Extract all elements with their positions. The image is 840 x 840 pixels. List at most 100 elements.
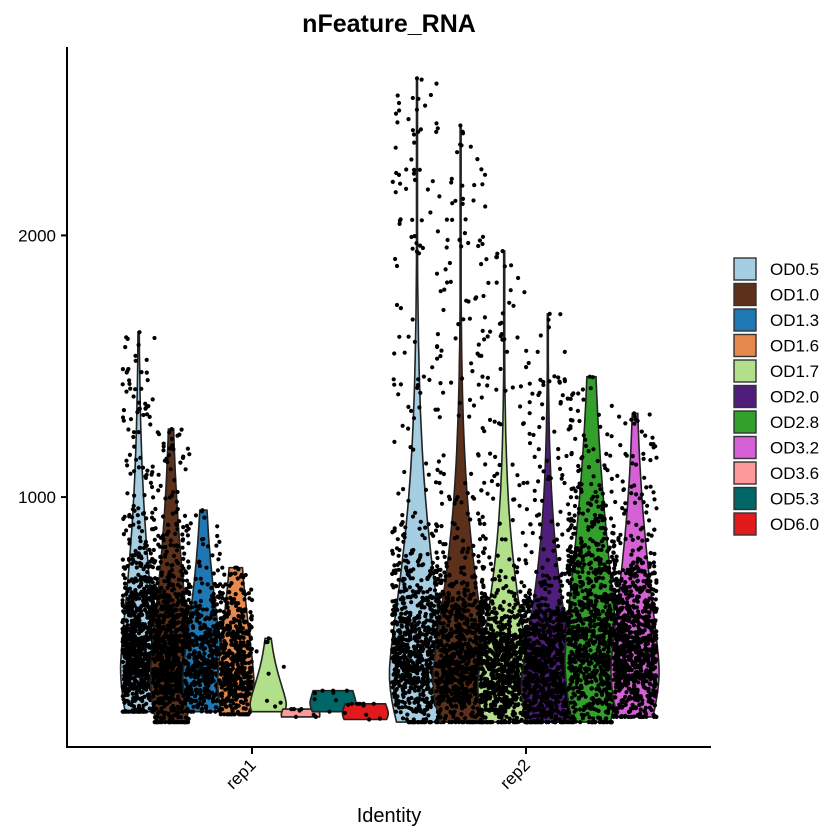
data-point	[134, 694, 139, 699]
data-point	[445, 596, 451, 601]
data-point	[419, 639, 424, 644]
data-point	[400, 423, 405, 428]
data-point	[424, 658, 429, 663]
data-point	[412, 167, 417, 172]
data-point	[175, 582, 181, 588]
data-point	[447, 260, 452, 266]
data-point	[440, 658, 446, 663]
data-point	[480, 514, 485, 520]
data-point	[127, 378, 132, 383]
data-point	[196, 560, 201, 565]
data-point	[200, 542, 206, 547]
data-point	[131, 704, 137, 709]
data-point	[401, 647, 407, 653]
data-point	[186, 716, 191, 722]
data-point	[131, 580, 136, 585]
data-point	[403, 553, 409, 558]
data-point	[136, 430, 141, 435]
data-point	[189, 690, 194, 695]
data-point	[171, 553, 177, 559]
data-point	[137, 406, 142, 411]
data-point	[120, 382, 125, 387]
data-point	[473, 692, 478, 697]
data-point	[125, 564, 130, 569]
data-point	[397, 334, 402, 339]
data-point	[450, 217, 455, 222]
data-point	[406, 404, 411, 409]
data-point	[441, 453, 446, 458]
data-point	[475, 157, 480, 162]
data-point	[416, 377, 421, 382]
data-point	[409, 707, 414, 712]
data-point	[456, 322, 461, 327]
data-point	[220, 691, 225, 696]
data-point	[436, 663, 442, 668]
data-point	[200, 581, 205, 586]
data-point	[166, 593, 172, 598]
data-point	[148, 584, 154, 589]
data-point	[447, 556, 452, 561]
data-point	[245, 689, 250, 694]
data-point	[470, 369, 475, 374]
data-point	[472, 573, 477, 578]
data-point	[218, 699, 223, 704]
data-point	[465, 616, 470, 621]
data-point	[156, 488, 161, 493]
data-point	[410, 246, 415, 251]
data-point	[327, 709, 332, 714]
data-point	[156, 710, 161, 716]
data-point	[418, 243, 423, 248]
data-point	[136, 506, 141, 511]
data-point	[218, 608, 223, 613]
data-point	[468, 517, 473, 522]
data-point	[397, 218, 402, 223]
data-point	[194, 618, 199, 623]
data-point	[441, 390, 446, 395]
data-point	[476, 382, 481, 387]
data-point	[398, 619, 403, 624]
data-point	[455, 526, 460, 531]
data-point	[169, 708, 174, 713]
data-point	[182, 513, 188, 519]
data-point	[224, 602, 229, 607]
data-point	[412, 234, 417, 239]
data-point	[462, 716, 468, 721]
data-point	[313, 714, 318, 720]
data-point	[396, 567, 401, 572]
data-point	[132, 469, 137, 474]
data-point	[415, 665, 421, 670]
data-point	[143, 406, 148, 411]
data-point	[460, 131, 466, 136]
data-point	[131, 394, 136, 399]
data-point	[183, 601, 188, 606]
data-point	[223, 582, 228, 587]
data-point	[171, 447, 176, 452]
data-point	[152, 659, 157, 664]
data-point	[492, 606, 497, 611]
data-point	[155, 678, 160, 683]
data-point	[227, 590, 232, 595]
data-point	[479, 614, 484, 620]
data-point	[419, 602, 424, 608]
data-point	[452, 651, 457, 657]
data-point	[460, 376, 465, 381]
data-point	[186, 643, 192, 648]
data-point	[476, 342, 481, 347]
data-point	[203, 617, 208, 622]
data-point	[197, 683, 202, 688]
data-point	[133, 588, 138, 593]
data-point	[165, 675, 170, 680]
data-point	[233, 705, 238, 710]
data-point	[516, 622, 521, 627]
data-point	[188, 521, 193, 526]
data-point	[434, 271, 440, 276]
data-point	[439, 621, 444, 626]
data-point	[390, 548, 395, 554]
data-point	[392, 439, 397, 444]
data-point	[153, 684, 158, 689]
data-point	[431, 609, 436, 614]
data-point	[143, 550, 148, 556]
data-point	[201, 699, 206, 704]
data-point	[145, 378, 150, 383]
data-point	[130, 663, 135, 668]
